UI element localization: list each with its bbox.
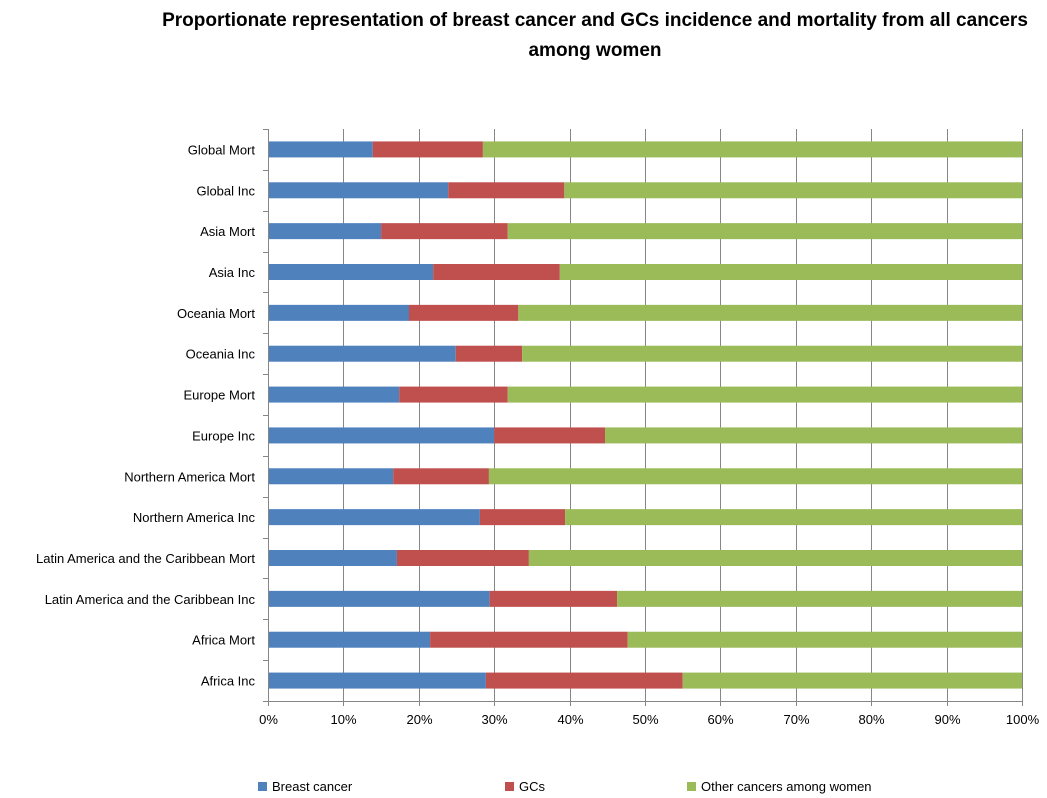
x-tick-label: 50% bbox=[632, 712, 658, 727]
y-category-label: Northern America Inc bbox=[133, 510, 256, 525]
bar-other-cancers-among-women bbox=[617, 590, 1022, 607]
legend-label-other-cancers: Other cancers among women bbox=[701, 779, 872, 794]
x-tick-label: 70% bbox=[783, 712, 809, 727]
chart-title: Proportionate representation of breast c… bbox=[162, 10, 1028, 61]
bar-gcs bbox=[408, 304, 519, 321]
legend-item-breast-cancer: Breast cancer bbox=[258, 779, 352, 794]
bar-other-cancers-among-women bbox=[559, 264, 1022, 280]
bar-breast-cancer bbox=[268, 223, 382, 240]
bar-breast-cancer bbox=[268, 672, 486, 689]
y-category-label: Latin America and the Caribbean Mort bbox=[36, 551, 255, 566]
legend-item-gcs: GCs bbox=[505, 779, 545, 794]
y-category-label: Asia Mort bbox=[200, 224, 255, 239]
bar-breast-cancer bbox=[268, 264, 434, 280]
bar-breast-cancer bbox=[268, 345, 456, 362]
legend-swatch-gcs bbox=[505, 782, 514, 791]
x-tick-label: 0% bbox=[259, 712, 278, 727]
labels: 0% 10% 20% 30% 40% 50% 60% 70% 80% 90% 100% Africa … bbox=[36, 142, 1040, 727]
axes bbox=[263, 129, 1023, 706]
bar-breast-cancer bbox=[268, 427, 495, 444]
bar-other-cancers-among-women bbox=[507, 223, 1023, 240]
bar-other-cancers-among-women bbox=[518, 304, 1022, 321]
bar-gcs bbox=[489, 590, 618, 607]
y-category-label: Oceania Inc bbox=[186, 347, 256, 362]
y-category-label: Africa Inc bbox=[201, 674, 256, 689]
bar-other-cancers-among-women bbox=[528, 550, 1022, 566]
y-category-label: Global Mort bbox=[188, 142, 256, 157]
bar-other-cancers-among-women bbox=[482, 141, 1022, 158]
bar-other-cancers-among-women bbox=[522, 345, 1022, 362]
bar-other-cancers-among-women bbox=[682, 672, 1022, 689]
bar-other-cancers-among-women bbox=[565, 509, 1022, 526]
bar-gcs bbox=[381, 223, 508, 240]
bar-other-cancers-among-women bbox=[488, 468, 1022, 485]
x-tick-label: 80% bbox=[858, 712, 884, 727]
legend-label-gcs: GCs bbox=[519, 779, 545, 794]
bar-breast-cancer bbox=[268, 468, 394, 485]
bar-breast-cancer bbox=[268, 590, 490, 607]
bars bbox=[268, 141, 1023, 689]
x-tick-label: 100% bbox=[1006, 712, 1040, 727]
x-tick-label: 20% bbox=[406, 712, 432, 727]
bar-breast-cancer bbox=[268, 631, 431, 648]
bar-gcs bbox=[399, 386, 508, 403]
bar-breast-cancer bbox=[268, 141, 373, 158]
legend-swatch-other-cancers bbox=[687, 782, 696, 791]
bar-breast-cancer bbox=[268, 304, 409, 321]
bar-other-cancers-among-women bbox=[564, 182, 1022, 199]
bar-breast-cancer bbox=[268, 182, 449, 199]
y-category-label: Global Inc bbox=[196, 183, 255, 198]
bar-gcs bbox=[494, 427, 606, 444]
legend-label-breast-cancer: Breast cancer bbox=[272, 779, 353, 794]
bar-breast-cancer bbox=[268, 386, 400, 403]
bar-gcs bbox=[393, 468, 489, 485]
bar-other-cancers-among-women bbox=[627, 631, 1022, 648]
bar-gcs bbox=[479, 509, 566, 526]
bar-other-cancers-among-women bbox=[507, 386, 1023, 403]
legend-item-other-cancers: Other cancers among women bbox=[687, 779, 872, 794]
bar-breast-cancer bbox=[268, 509, 480, 526]
bar-gcs bbox=[430, 631, 628, 648]
y-category-label: Oceania Mort bbox=[177, 306, 255, 321]
bar-breast-cancer bbox=[268, 550, 397, 566]
bar-gcs bbox=[433, 264, 560, 280]
x-tick-label: 60% bbox=[707, 712, 733, 727]
x-tick-label: 90% bbox=[934, 712, 960, 727]
bar-gcs bbox=[455, 345, 523, 362]
y-category-label: Latin America and the Caribbean Inc bbox=[45, 592, 256, 607]
y-category-label: Africa Mort bbox=[192, 633, 255, 648]
bar-gcs bbox=[448, 182, 565, 199]
gridlines bbox=[343, 129, 1023, 701]
legend: Breast cancer GCs Other cancers among wo… bbox=[258, 779, 958, 797]
y-category-label: Asia Inc bbox=[209, 265, 256, 280]
bar-gcs bbox=[396, 550, 529, 566]
x-tick-label: 10% bbox=[330, 712, 356, 727]
x-tick-label: 40% bbox=[557, 712, 583, 727]
bar-gcs bbox=[485, 672, 683, 689]
bar-gcs bbox=[372, 141, 483, 158]
legend-swatch-breast-cancer bbox=[258, 782, 267, 791]
y-category-label: Europe Inc bbox=[192, 428, 255, 443]
y-category-label: Europe Mort bbox=[183, 388, 255, 403]
y-category-label: Northern America Mort bbox=[124, 469, 255, 484]
bar-other-cancers-among-women bbox=[605, 427, 1022, 444]
x-tick-label: 30% bbox=[481, 712, 507, 727]
